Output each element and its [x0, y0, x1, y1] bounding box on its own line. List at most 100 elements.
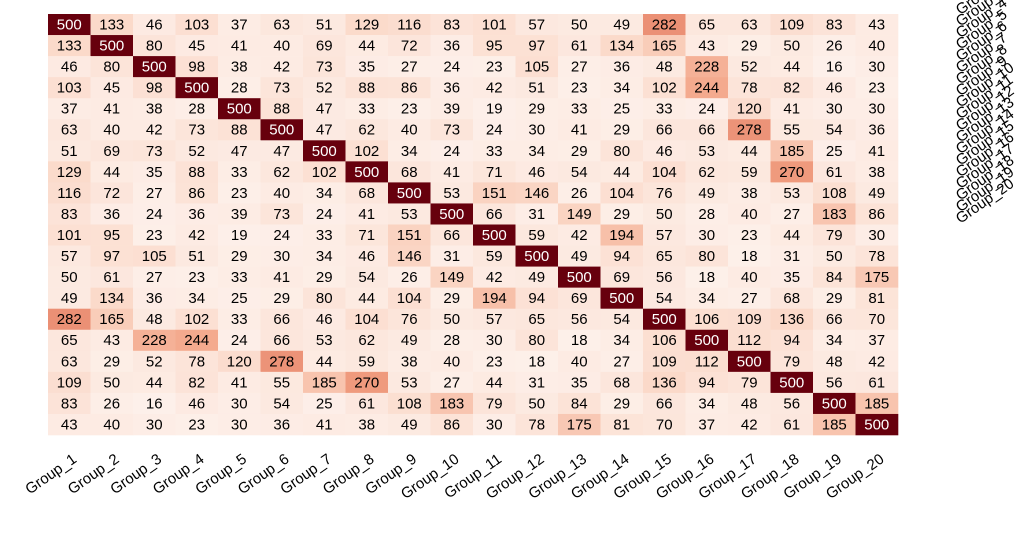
- cell-label: 83: [443, 16, 460, 33]
- heatmap-cell: [48, 203, 91, 225]
- cell-label: 83: [61, 395, 78, 412]
- heatmap-cell: [388, 308, 431, 331]
- cell-label: 109: [57, 374, 82, 391]
- cell-label: 25: [231, 290, 248, 307]
- cell-label: 73: [273, 206, 290, 223]
- cell-label: 54: [613, 311, 630, 328]
- heatmap-cell: [813, 119, 856, 141]
- cell-label: 41: [103, 101, 120, 118]
- heatmap-cell: [855, 350, 899, 373]
- cell-label: 38: [231, 59, 248, 76]
- heatmap-cell: [770, 203, 814, 225]
- cell-label: 81: [613, 416, 630, 433]
- cell-label: 24: [486, 122, 503, 139]
- cell-label: 54: [571, 164, 588, 181]
- cell-label: 51: [61, 143, 78, 160]
- heatmap-cell: [388, 287, 431, 309]
- heatmap-cell: [345, 245, 389, 267]
- heatmap-cell: [600, 266, 644, 288]
- heatmap-cell: [218, 245, 261, 267]
- heatmap-cell: [855, 56, 899, 78]
- cell-label: 18: [698, 269, 715, 286]
- heatmap-cell: [813, 35, 856, 57]
- heatmap-cell: [558, 56, 601, 78]
- heatmap-cell: [813, 161, 856, 183]
- heatmap-cell: [303, 287, 346, 309]
- cell-label: 500: [779, 374, 804, 391]
- cell-label: 500: [567, 269, 592, 286]
- heatmap-cell: [388, 203, 431, 225]
- heatmap-cell: [515, 245, 559, 267]
- heatmap-cell: [430, 266, 474, 288]
- heatmap-cell: [303, 56, 346, 78]
- cell-label: 80: [698, 248, 715, 265]
- heatmap-cell: [218, 98, 261, 120]
- heatmap-cell: [813, 350, 856, 373]
- heatmap-cell: [90, 182, 134, 204]
- heatmap-cell: [473, 413, 516, 436]
- cell-label: 270: [779, 164, 804, 181]
- cell-label: 78: [528, 416, 545, 433]
- heatmap-cell: [260, 77, 304, 99]
- cell-label: 57: [61, 248, 78, 265]
- heatmap-cell: [175, 245, 219, 267]
- heatmap-cell: [813, 413, 856, 436]
- cell-label: 72: [103, 185, 120, 202]
- cell-label: 47: [273, 143, 290, 160]
- heatmap-cell: [303, 182, 346, 204]
- cell-label: 500: [609, 290, 634, 307]
- heatmap-cell: [643, 224, 686, 246]
- cell-label: 30: [486, 416, 503, 433]
- heatmap-cell: [728, 413, 771, 436]
- heatmap-cell: [345, 224, 389, 246]
- heatmap-cell: [430, 371, 474, 394]
- heatmap-cell: [430, 224, 474, 246]
- heatmap-cell: [303, 203, 346, 225]
- cell-label: 54: [358, 269, 375, 286]
- cell-label: 136: [652, 374, 677, 391]
- heatmap-cell: [558, 350, 601, 373]
- heatmap-cell: [430, 329, 474, 352]
- cell-label: 46: [61, 59, 78, 76]
- heatmap-cell: [345, 182, 389, 204]
- heatmap-cell: [600, 56, 644, 78]
- cell-label: 109: [737, 311, 762, 328]
- heatmap-cell: [430, 14, 474, 36]
- cell-label: 34: [316, 185, 333, 202]
- cell-label: 45: [188, 38, 205, 55]
- heatmap-cell: [303, 35, 346, 57]
- cell-label: 33: [571, 101, 588, 118]
- heatmap-cell: [515, 119, 559, 141]
- cell-label: 98: [146, 80, 163, 97]
- heatmap-cell: [303, 329, 346, 352]
- heatmap-cell: [855, 308, 899, 331]
- cell-label: 500: [482, 227, 507, 244]
- heatmap-cell: [855, 287, 899, 309]
- cell-label: 23: [868, 80, 885, 97]
- heatmap-cell: [303, 14, 346, 36]
- heatmap-cell: [685, 245, 729, 267]
- heatmap-cell: [515, 329, 559, 352]
- heatmap-cell: [770, 392, 814, 415]
- cell-label: 30: [231, 416, 248, 433]
- heatmap-cell: [345, 308, 389, 331]
- heatmap-cell: [643, 371, 686, 394]
- cell-label: 149: [567, 206, 592, 223]
- heatmap-cell: [430, 287, 474, 309]
- cell-label: 500: [397, 185, 422, 202]
- cell-label: 38: [146, 101, 163, 118]
- heatmap-cell: [133, 245, 176, 267]
- cell-label: 94: [783, 332, 800, 349]
- heatmap-cell: [473, 392, 516, 415]
- heatmap-cell: [260, 371, 304, 394]
- heatmap-cell: [515, 98, 559, 120]
- cell-label: 34: [698, 395, 715, 412]
- heatmap-cell: [515, 392, 559, 415]
- cell-label: 38: [868, 164, 885, 181]
- heatmap-cell: [558, 203, 601, 225]
- heatmap-cell: [133, 98, 176, 120]
- heatmap-cell: [855, 329, 899, 352]
- cell-label: 500: [439, 206, 464, 223]
- heatmap-cell: [260, 14, 304, 36]
- cell-label: 40: [741, 269, 758, 286]
